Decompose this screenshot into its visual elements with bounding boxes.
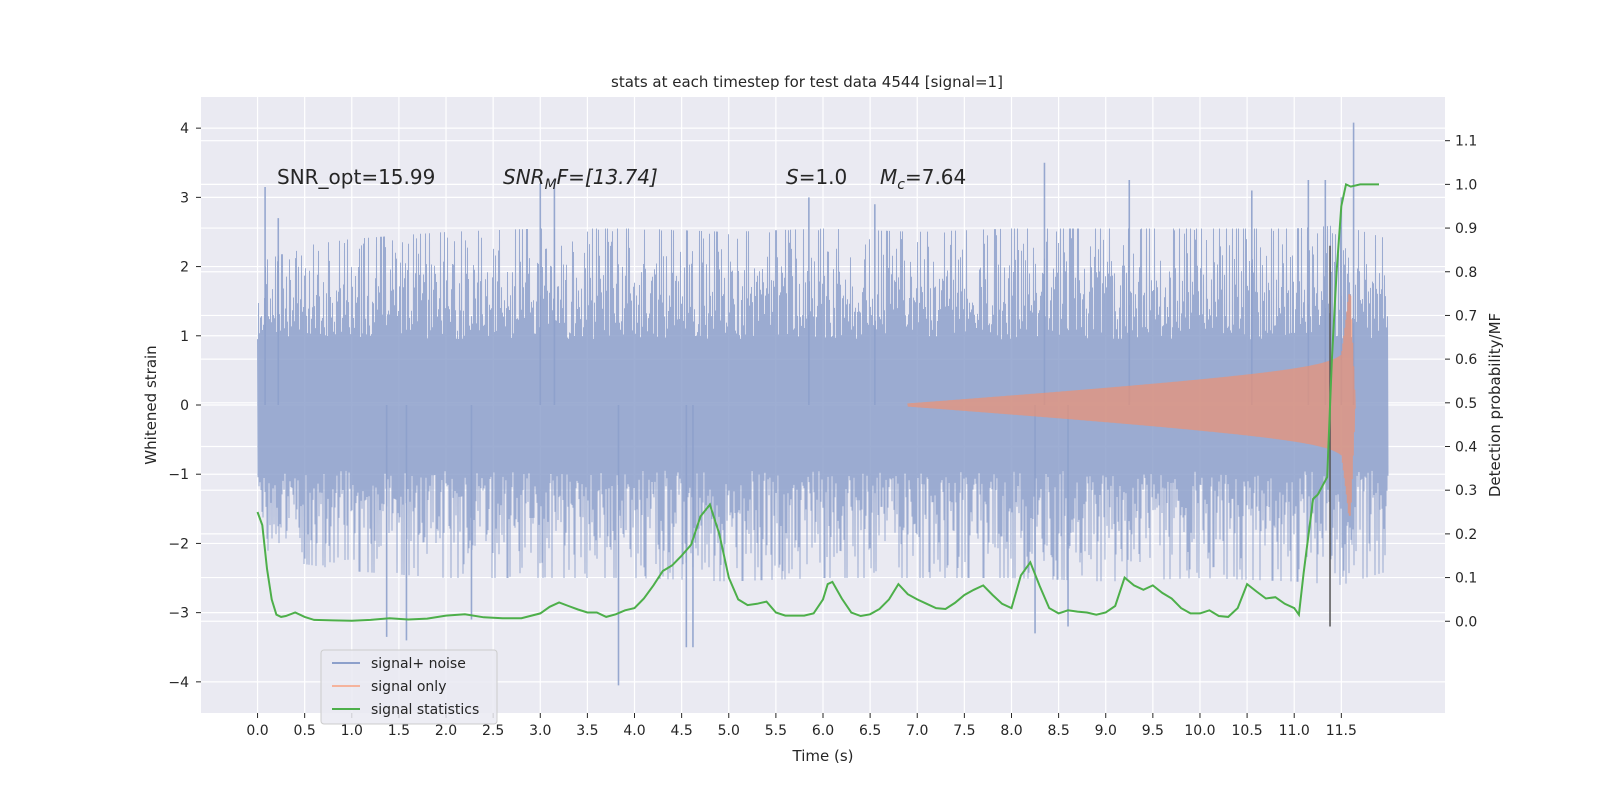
y-right-tick-label-5: 0.5: [1455, 396, 1477, 412]
signal-noise-trace: [257, 225, 1389, 585]
x-tick-label-19: 9.5: [1142, 723, 1164, 739]
x-tick-label-3: 1.5: [388, 723, 410, 739]
annotation-mc-sub: c: [897, 177, 905, 193]
annotation-s-var: S: [786, 165, 799, 189]
x-tick-label-13: 6.5: [859, 723, 881, 739]
x-tick-label-16: 8.0: [1000, 723, 1022, 739]
annotation-mc-var: M: [880, 165, 897, 189]
annotations: SNR_opt=15.99 SNRMF=[13.74] S=1.0 Mc=7.6…: [277, 165, 966, 193]
y-tick-label-2: −2: [168, 536, 189, 552]
annotation-snr-opt: SNR_opt=15.99: [277, 165, 435, 189]
x-tick-label-8: 4.0: [623, 723, 645, 739]
annotation-mc: Mc=7.64: [880, 165, 966, 193]
signal-statistics-line: [256, 182, 1379, 622]
y-tick-label-7: 3: [180, 190, 189, 206]
annotation-snr-mf-sub: M: [545, 177, 557, 193]
y-right-tick-label-6: 0.6: [1455, 352, 1477, 368]
signal-only-trace: [907, 294, 1356, 516]
annotation-snr-mf-suffix: F=[13.74]: [557, 165, 658, 189]
x-tick-label-5: 2.5: [482, 723, 504, 739]
legend-label-signal-only: signal only: [371, 679, 446, 695]
x-axis-label: Time (s): [792, 747, 854, 765]
x-axis-ticks: 0.0 0.5 1.0 1.5 2.0 2.5 3.0 3.5 4.0 4.5 5.0 5.5 6.0 6…: [246, 713, 1357, 739]
legend-label-signal-statistics: signal statistics: [371, 702, 479, 718]
y-right-tick-label-4: 0.4: [1455, 440, 1477, 456]
y-right-tick-label-7: 0.7: [1455, 308, 1477, 324]
x-tick-label-9: 4.5: [671, 723, 693, 739]
y-axis-label: Whitened strain: [142, 345, 160, 464]
y-tick-label-8: 4: [180, 121, 189, 137]
y-right-tick-label-9: 0.9: [1455, 221, 1477, 237]
annotation-s-val: =1.0: [799, 165, 848, 189]
y-right-tick-label-0: 0.0: [1455, 614, 1477, 630]
x-tick-label-17: 8.5: [1047, 723, 1069, 739]
annotation-s: S=1.0: [786, 165, 847, 189]
chart-title: stats at each timestep for test data 454…: [611, 73, 1003, 91]
y-axis-ticks: −4 −3 −2 −1 0 1 2 3 4: [168, 121, 201, 691]
x-tick-label-0: 0.0: [246, 723, 268, 739]
y-right-tick-label-11: 1.1: [1455, 134, 1477, 150]
y-axis-right-ticks: 0.0 0.1 0.2 0.3 0.4 0.5 0.6 0.7 0.8 0.9 1.0 1.1: [1445, 134, 1477, 630]
legend: signal+ noise signal only signal statist…: [320, 649, 498, 725]
x-tick-label-18: 9.0: [1095, 723, 1117, 739]
legend-label-signal-noise: signal+ noise: [371, 656, 466, 672]
y-tick-label-0: −4: [168, 675, 189, 691]
x-tick-label-21: 10.5: [1232, 723, 1263, 739]
x-tick-label-15: 7.5: [953, 723, 975, 739]
x-tick-label-22: 11.0: [1279, 723, 1310, 739]
y-right-tick-label-2: 0.2: [1455, 527, 1477, 543]
x-tick-label-12: 6.0: [812, 723, 834, 739]
x-tick-label-4: 2.0: [435, 723, 457, 739]
y-right-tick-label-1: 0.1: [1455, 571, 1477, 587]
x-tick-label-7: 3.5: [576, 723, 598, 739]
y-right-tick-label-10: 1.0: [1455, 177, 1477, 193]
x-tick-label-10: 5.0: [718, 723, 740, 739]
y-tick-label-6: 2: [180, 260, 189, 276]
y-right-tick-label-3: 0.3: [1455, 483, 1477, 499]
y-tick-label-4: 0: [180, 398, 189, 414]
x-tick-label-6: 3.0: [529, 723, 551, 739]
annotation-snr-mf: SNRMF=[13.74]: [503, 165, 658, 193]
x-tick-label-23: 11.5: [1326, 723, 1357, 739]
annotation-mc-val: =7.64: [905, 165, 966, 189]
y-tick-label-3: −1: [168, 467, 189, 483]
y-right-tick-label-8: 0.8: [1455, 265, 1477, 281]
x-tick-label-11: 5.5: [765, 723, 787, 739]
y-tick-label-1: −3: [168, 606, 189, 622]
x-tick-label-2: 1.0: [341, 723, 363, 739]
y-tick-label-5: 1: [180, 329, 189, 345]
x-tick-label-1: 0.5: [294, 723, 316, 739]
x-tick-label-20: 10.0: [1184, 723, 1215, 739]
x-tick-label-14: 7.0: [906, 723, 928, 739]
annotation-snr-mf-base: SNR: [503, 165, 545, 189]
series-signal-only: [907, 294, 1356, 516]
series-signal-statistics: [256, 182, 1379, 622]
y-axis-right-label: Detection probability/MF: [1486, 313, 1504, 497]
legend-box: [320, 649, 498, 725]
